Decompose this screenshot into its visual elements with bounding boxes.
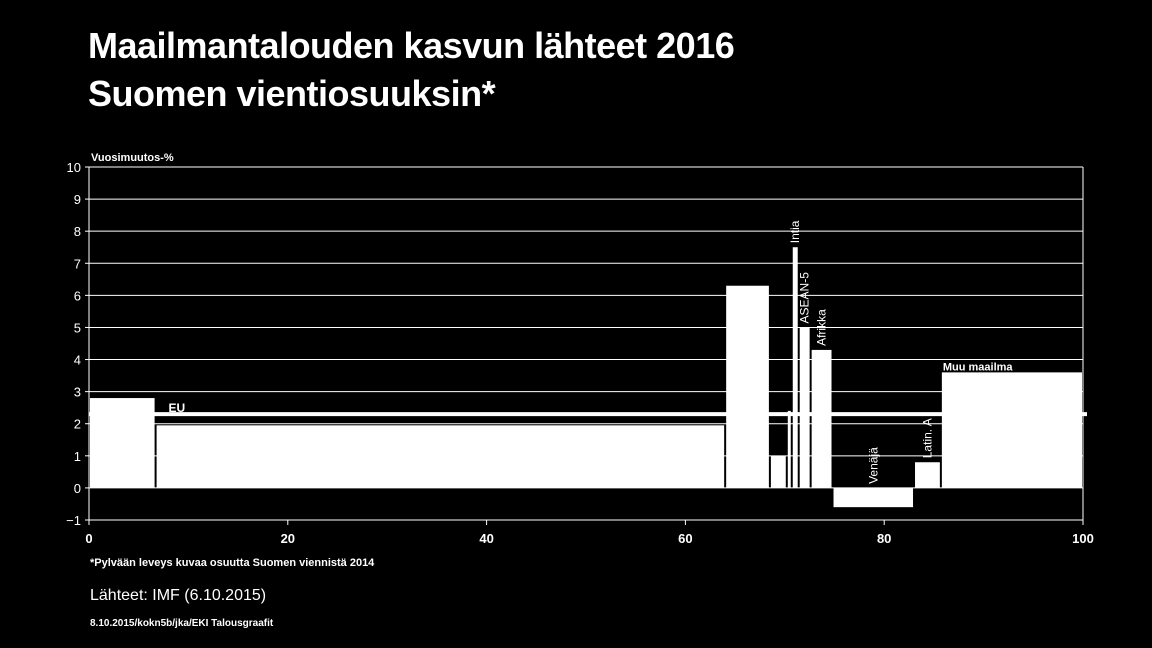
x-tick-label: 40 xyxy=(479,531,493,546)
bar-label: Afrikka xyxy=(815,309,829,346)
y-tick-label: 2 xyxy=(74,417,81,432)
y-tick-label: −1 xyxy=(66,513,81,528)
y-tick-label: 4 xyxy=(74,353,81,368)
footer-text: 8.10.2015/kokn5b/jka/EKI Talousgraafit xyxy=(90,618,274,629)
y-tick-label: 6 xyxy=(74,288,81,303)
reference-line-label: EU xyxy=(169,401,186,415)
y-tick-label: 3 xyxy=(74,385,81,400)
bar xyxy=(915,462,940,488)
y-tick-label: 9 xyxy=(74,192,81,207)
bar xyxy=(799,327,810,488)
x-tick-label: 0 xyxy=(85,531,92,546)
bar xyxy=(90,398,155,488)
title-line-1: Maailmantalouden kasvun lähteet 2016 xyxy=(88,25,735,66)
source-text: Lähteet: IMF (6.10.2015) xyxy=(90,587,267,604)
title-line-2: Suomen vientiosuuksin* xyxy=(88,73,496,114)
bar-label: Venäjä xyxy=(866,447,880,484)
bar xyxy=(792,247,798,488)
x-tick-label: 80 xyxy=(877,531,891,546)
bar-label: Intia xyxy=(788,220,802,243)
x-tick-label: 100 xyxy=(1072,531,1094,546)
y-tick-label: 10 xyxy=(67,160,81,175)
y-tick-label: 1 xyxy=(74,449,81,464)
y-tick-label: 8 xyxy=(74,224,81,239)
x-tick-label: 60 xyxy=(678,531,692,546)
bar-label: Latin. A xyxy=(920,418,934,458)
bar xyxy=(156,425,725,488)
bar xyxy=(770,455,786,488)
y-tick-label: 0 xyxy=(74,481,81,496)
bar-label: ASEAN-5 xyxy=(798,272,812,324)
chart-note: *Pylvään leveys kuvaa osuutta Suomen vie… xyxy=(90,557,375,569)
bar xyxy=(726,285,769,488)
bar xyxy=(941,372,1082,488)
bar xyxy=(811,349,832,488)
chart-title: Maailmantalouden kasvun lähteet 2016 Suo… xyxy=(88,22,735,118)
x-tick-label: 20 xyxy=(281,531,295,546)
bar xyxy=(833,487,914,508)
y-tick-label: 7 xyxy=(74,256,81,271)
bar xyxy=(787,410,791,488)
y-tick-label: 5 xyxy=(74,320,81,335)
y-axis-label: Vuosimuutos-% xyxy=(91,152,174,164)
bar-label: Muu maailma xyxy=(943,361,1014,373)
